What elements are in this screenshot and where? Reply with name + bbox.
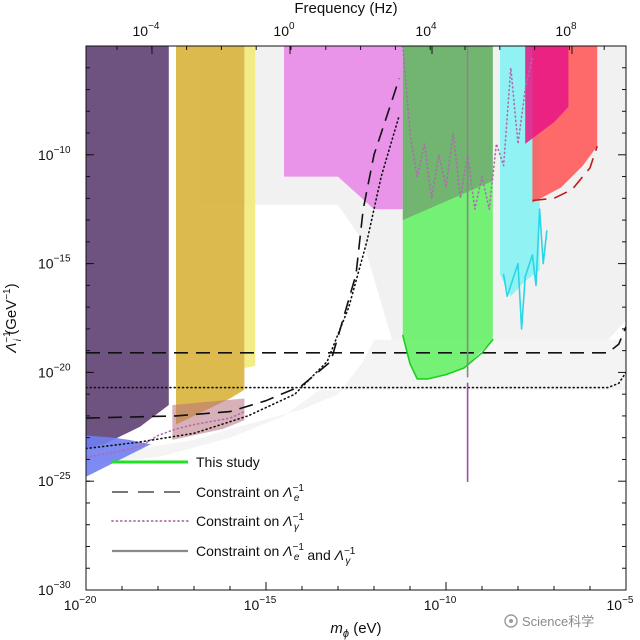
x-axis-title-symbol: m <box>330 620 343 637</box>
legend-symbol-sup-lambda_e-0: −1 <box>293 483 305 494</box>
legend-symbol-lambda_gamma-0: Λ <box>282 513 292 529</box>
y-tick-label-base-3: 10 <box>38 473 54 489</box>
top-tick-label-base-2: 10 <box>415 23 431 39</box>
curve-cyan-spikes <box>502 208 548 330</box>
top-tick-label-base-3: 10 <box>555 23 571 39</box>
y-tick-label-exp-4: −30 <box>54 580 71 591</box>
x-tick-label-3: 10−5 <box>607 595 634 613</box>
y-tick-label-base-4: 10 <box>38 582 54 598</box>
legend-label-text-lambda_e: Constraint on <box>196 484 283 500</box>
top-tick-label-base-1: 10 <box>273 23 289 39</box>
top-tick-label-3: 108 <box>555 21 577 39</box>
y-axis-title-unit: (GeV <box>3 300 20 339</box>
x-tick-label-exp-0: −20 <box>79 595 96 606</box>
y-axis-title-sup: −1 <box>2 331 13 343</box>
y-tick-label-0: 10−10 <box>38 145 71 163</box>
top-tick-label-exp-0: −4 <box>148 21 160 32</box>
watermark-logo-icon <box>504 614 518 628</box>
x-tick-label-exp-2: −10 <box>439 595 456 606</box>
legend-symbol-lambda_e-0: Λ <box>282 484 292 500</box>
watermark-logo-icon-inner <box>509 619 513 623</box>
x-tick-label-1: 10−15 <box>244 595 277 613</box>
region-magenta-block <box>284 46 403 210</box>
y-tick-label-base-2: 10 <box>38 364 54 380</box>
region-violet-low-mass <box>86 46 169 449</box>
watermark-text: Science科学 <box>522 614 594 629</box>
top-tick-label-base-0: 10 <box>133 23 149 39</box>
y-tick-label-base-0: 10 <box>38 147 54 163</box>
x-axis-title-sub: ϕ <box>343 628 349 640</box>
x-axis-title: mϕ (eV) <box>330 620 381 640</box>
watermark: Science科学 <box>504 614 594 629</box>
curve-green-boundary <box>401 334 494 380</box>
x-tick-label-exp-3: −5 <box>622 595 634 606</box>
legend-symbol-sup-both-0: −1 <box>293 542 305 553</box>
legend-symbol-sub-both-0: e <box>294 552 300 563</box>
curve-dotted-lambda-gamma <box>86 114 401 450</box>
x-tick-label-base-3: 10 <box>607 597 623 613</box>
legend-label-both: Constraint on Λ−1 e and Λ−1 γ <box>196 542 356 567</box>
y-tick-label-4: 10−30 <box>38 580 71 598</box>
legend-symbol-sub-lambda_e-0: e <box>294 493 300 504</box>
curve-layer <box>86 46 626 483</box>
y-axis-title: Λ−1i (GeV−1) <box>2 283 24 353</box>
y-tick-label-3: 10−25 <box>38 471 71 489</box>
x-tick-label-base-0: 10 <box>64 597 80 613</box>
x-tick-label-2: 10−10 <box>424 595 457 613</box>
top-tick-label-2: 104 <box>415 21 437 39</box>
curve-dotted-lambda-gamma-flat <box>86 371 626 389</box>
legend-label-lambda_gamma: Constraint on Λ−1 γ <box>196 512 304 533</box>
x-tick-label-base-2: 10 <box>424 597 440 613</box>
y-tick-label-exp-0: −10 <box>54 145 71 156</box>
top-axis-title: Frequency (Hz) <box>294 0 397 17</box>
legend-label-text-both: Constraint on <box>196 543 283 559</box>
legend-symbol-both-1: Λ <box>334 547 344 563</box>
top-tick-label-exp-1: 0 <box>289 21 295 32</box>
y-axis-title-unit-sup: −1 <box>2 288 13 300</box>
y-tick-label-2: 10−20 <box>38 362 71 380</box>
y-tick-label-base-1: 10 <box>38 256 54 272</box>
region-hot-pink-corner <box>525 46 569 144</box>
y-tick-label-1: 10−15 <box>38 254 71 272</box>
x-tick-label-base-1: 10 <box>244 597 260 613</box>
region-pale-yellow-band <box>244 46 256 368</box>
y-axis-title-symbol: Λ <box>3 343 20 354</box>
top-tick-label-1: 100 <box>273 21 295 39</box>
y-axis-title-sub: i <box>13 338 24 341</box>
y-tick-label-exp-3: −25 <box>54 471 71 482</box>
legend-symbol-sup-both-1: −1 <box>344 546 356 557</box>
curve-dashed-lambda-e-flat <box>86 326 626 354</box>
x-axis-title-unit: (eV) <box>349 620 382 637</box>
legend-symbol-sub-both-1: γ <box>345 556 351 567</box>
legend-and-both: and <box>303 547 334 563</box>
svg-text:Λ−1i (GeV−1): Λ−1i (GeV−1) <box>2 283 24 353</box>
region-gold-band <box>176 46 245 425</box>
curve-dotted-pink-low <box>86 410 246 459</box>
region-rose-region <box>172 398 245 440</box>
region-blue-edge <box>86 435 151 477</box>
plot-frame <box>85 45 627 591</box>
top-tick-label-exp-2: 4 <box>431 21 437 32</box>
y-tick-label-exp-1: −15 <box>54 254 71 265</box>
axes-layer: 10−20 10−15 10−10 10−510−1010−1510−2010−251… <box>38 21 634 613</box>
top-tick-label-exp-3: 8 <box>571 21 577 32</box>
legend-label-this_study: This study <box>196 454 260 470</box>
legend-label-text-this_study: This study <box>196 454 260 470</box>
x-tick-label-exp-1: −15 <box>259 595 276 606</box>
top-tick-label-0: 10−4 <box>133 21 160 39</box>
legend-symbol-sub-lambda_gamma-0: γ <box>294 522 300 533</box>
curve-dashed-lambda-e <box>86 78 400 419</box>
x-tick-label-0: 10−20 <box>64 595 97 613</box>
y-tick-label-exp-2: −20 <box>54 362 71 373</box>
legend-symbol-sup-lambda_gamma-0: −1 <box>293 512 305 523</box>
y-axis-title-unit-close: ) <box>3 283 20 288</box>
legend-symbol-both-0: Λ <box>282 543 292 559</box>
legend-label-text-lambda_gamma: Constraint on <box>196 513 283 529</box>
curve-red-boundary <box>532 145 598 202</box>
legend-label-lambda_e: Constraint on Λ−1 e <box>196 483 304 504</box>
region-faint-grey-lower <box>86 339 626 464</box>
